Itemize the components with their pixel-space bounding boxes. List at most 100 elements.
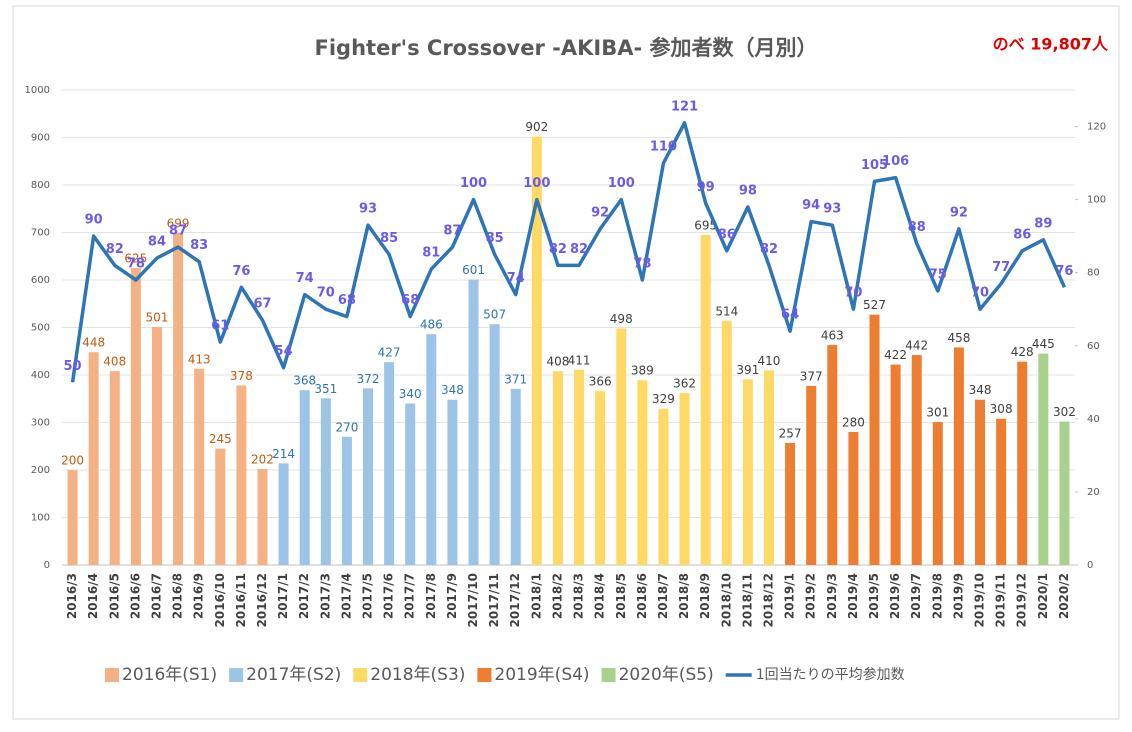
bar [911, 355, 922, 565]
legend-swatch [601, 668, 616, 682]
x-tick-label: 2018/7 [656, 573, 670, 619]
line-value-label: 100 [523, 176, 550, 191]
line-value-label: 83 [190, 238, 208, 253]
bar [1059, 421, 1070, 565]
bar-value-label: 458 [947, 331, 970, 345]
line-value-label: 99 [697, 180, 715, 195]
bar [426, 334, 437, 565]
x-tick-label: 2017/6 [382, 573, 396, 619]
x-tick-label: 2017/11 [487, 573, 501, 627]
x-tick-label: 2017/10 [466, 573, 480, 627]
line-value-label: 85 [380, 231, 398, 246]
bar [341, 436, 352, 565]
bar-value-label: 366 [589, 375, 612, 389]
line [70, 121, 1067, 383]
y2-tick-label: 80 [1087, 268, 1100, 279]
x-tick-label: 2019/6 [888, 573, 902, 619]
bar-value-label: 442 [905, 339, 928, 353]
legend-swatch [229, 668, 244, 682]
bar [721, 320, 732, 565]
chart-border [12, 5, 1120, 720]
x-tick-label: 2016/11 [234, 573, 248, 627]
y2-tick-label: 0 [1087, 560, 1093, 571]
y2-tick-label: 120 [1087, 122, 1106, 133]
bar [996, 418, 1007, 565]
bar [637, 380, 648, 565]
bar [320, 398, 331, 565]
y-tick-label: 900 [31, 133, 50, 144]
y2-tick-label: 20 [1087, 487, 1100, 498]
legend-swatch [105, 668, 119, 682]
bar-value-label: 389 [631, 364, 654, 378]
x-tick-label: 2016/10 [213, 573, 227, 627]
bar-value-label: 410 [758, 354, 781, 368]
bar [595, 391, 606, 565]
bar-value-label: 302 [1053, 405, 1076, 419]
bar-value-label: 411 [568, 353, 591, 367]
bar [489, 324, 500, 565]
bar [616, 328, 627, 565]
x-tick-label: 2019/9 [951, 573, 965, 619]
x-tick-label: 2016/8 [171, 573, 185, 619]
line-value-label: 81 [422, 246, 440, 261]
bar-value-label: 695 [694, 218, 717, 232]
x-tick-label: 2018/6 [635, 573, 649, 619]
x-tick-label: 2016/4 [86, 573, 100, 619]
line-value-label: 82 [106, 242, 124, 257]
bar-value-label: 257 [779, 426, 802, 440]
y-tick-label: 800 [31, 180, 50, 191]
line-value-label: 67 [253, 297, 271, 312]
bar [552, 371, 563, 565]
bar-value-label: 362 [673, 377, 696, 391]
bar [151, 327, 162, 565]
bar [932, 422, 943, 565]
bar [763, 370, 774, 565]
bar [869, 314, 880, 565]
x-tick-label: 2016/6 [128, 573, 142, 619]
x-tick-label: 2017/8 [424, 573, 438, 619]
bar [447, 399, 458, 565]
x-tick-label: 2020/1 [1036, 573, 1050, 619]
line-value-label: 105 [861, 158, 888, 173]
bar-value-label: 486 [420, 318, 443, 332]
line-value-label: 74 [296, 271, 314, 286]
line-value-label: 68 [401, 293, 419, 308]
x-tick-label: 2019/10 [973, 573, 987, 627]
bar [827, 345, 838, 565]
bar [1017, 361, 1028, 565]
bar [785, 442, 796, 565]
bar-value-label: 270 [335, 420, 358, 434]
bar [510, 388, 521, 565]
x-tick-label: 2018/12 [761, 573, 775, 627]
x-tick-label: 2017/4 [339, 573, 353, 619]
line-value-label: 98 [739, 183, 757, 198]
bar [742, 379, 753, 565]
legend-swatch [477, 668, 492, 682]
total-annotation: のべ 19,807人 [993, 35, 1109, 54]
x-tick-label: 2017/9 [445, 573, 459, 619]
bar-value-label: 498 [610, 312, 633, 326]
x-tick-label: 2017/2 [297, 573, 311, 619]
line-value-label: 70 [844, 286, 862, 301]
line-value-label: 75 [929, 267, 947, 282]
bar [236, 385, 247, 565]
x-tick-label: 2019/11 [994, 573, 1008, 627]
bar [278, 463, 289, 565]
legend-label: 2016年(S1) [122, 665, 217, 685]
line-value-label: 110 [650, 140, 677, 155]
bar-value-label: 200 [61, 454, 84, 468]
line-value-label: 94 [802, 198, 820, 213]
line-value-label: 86 [718, 227, 736, 242]
bar-value-label: 445 [1032, 337, 1055, 351]
line-value-label: 76 [1055, 264, 1073, 279]
legend-label: 2018年(S3) [370, 665, 465, 685]
x-tick-label: 2018/3 [572, 573, 586, 619]
bar-value-label: 625 [124, 252, 147, 266]
bar [130, 268, 141, 565]
bar [405, 403, 416, 565]
bar-value-label: 245 [209, 432, 232, 446]
bar-value-label: 408 [103, 355, 126, 369]
y-tick-label: 500 [31, 323, 50, 334]
